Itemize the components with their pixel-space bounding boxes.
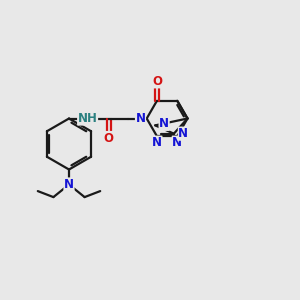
Text: NH: NH: [78, 112, 98, 125]
Text: N: N: [136, 112, 146, 125]
Text: N: N: [64, 178, 74, 191]
Text: N: N: [152, 136, 162, 149]
Text: N: N: [178, 127, 188, 140]
Text: N: N: [172, 136, 182, 149]
Text: N: N: [159, 117, 169, 130]
Text: O: O: [152, 75, 162, 88]
Text: O: O: [103, 131, 114, 145]
